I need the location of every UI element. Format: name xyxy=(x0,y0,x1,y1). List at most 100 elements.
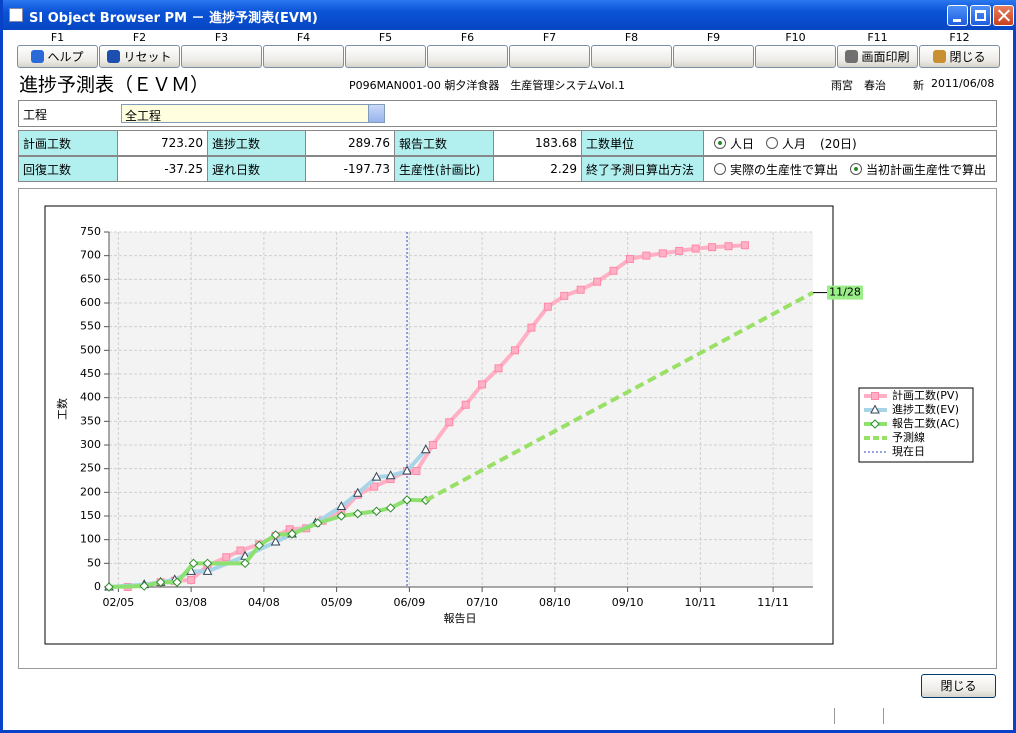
marker xyxy=(236,546,245,555)
radio-button[interactable] xyxy=(850,163,863,175)
title-bar: SI Object Browser PM － 進捗予測表(EVM) xyxy=(3,0,1016,30)
dropdown-arrow[interactable] xyxy=(368,105,384,122)
x-tick-label: 08/10 xyxy=(539,596,571,609)
x-tick-label: 10/11 xyxy=(685,596,717,609)
user-name: 雨宮 春治 xyxy=(831,79,886,92)
status-separator xyxy=(834,708,835,724)
marker xyxy=(576,285,585,294)
legend-marker xyxy=(870,404,880,414)
dropdown-value: 全工程 xyxy=(125,109,162,123)
legend-label: 現在日 xyxy=(892,445,925,458)
y-tick-label: 400 xyxy=(80,391,101,404)
marker xyxy=(371,506,382,516)
marker xyxy=(187,575,196,584)
date: 2011/06/08 xyxy=(931,77,995,90)
marker xyxy=(740,241,749,250)
radio-button[interactable] xyxy=(766,137,779,149)
marker xyxy=(724,242,733,251)
marker xyxy=(510,346,519,355)
function-key-button[interactable] xyxy=(755,45,836,68)
stat-value: 183.68 xyxy=(493,130,582,156)
function-key-button[interactable]: 画面印刷 xyxy=(837,45,918,68)
function-key-label: F9 xyxy=(706,31,721,44)
legend-label: 報告工数(AC) xyxy=(892,417,960,430)
y-tick-label: 350 xyxy=(80,414,101,427)
series-line xyxy=(424,290,814,503)
marker xyxy=(385,503,396,513)
marker xyxy=(270,536,281,546)
marker xyxy=(708,243,717,252)
marker xyxy=(139,581,149,591)
marker xyxy=(494,364,503,373)
function-key-button[interactable] xyxy=(591,45,672,68)
button-icon xyxy=(845,50,859,63)
function-key-label: F12 xyxy=(949,31,970,44)
radio-option[interactable]: 人日 xyxy=(708,135,754,152)
y-tick-label: 100 xyxy=(80,533,101,546)
marker xyxy=(527,323,536,332)
system-name: P096MAN001-00 朝夕洋食器 生産管理システムVol.1 xyxy=(349,79,625,92)
marker xyxy=(336,500,347,511)
legend-label: 進捗工数(EV) xyxy=(892,402,959,416)
y-tick-label: 200 xyxy=(80,485,101,498)
stat-label: 生産性(計画比) xyxy=(394,156,494,182)
radio-option[interactable]: 人月 xyxy=(760,135,806,152)
filter-row: 工程 全工程 xyxy=(18,100,997,127)
marker xyxy=(222,553,231,562)
function-key-button[interactable]: ヘルプ xyxy=(17,45,98,68)
radio-option[interactable]: 当初計画生産性で算出 xyxy=(844,161,986,178)
function-key-button[interactable] xyxy=(427,45,508,68)
y-tick-label: 250 xyxy=(80,462,101,475)
minimize-button[interactable] xyxy=(947,5,968,26)
end-label: 11/28 xyxy=(829,286,861,299)
marker xyxy=(412,467,421,476)
x-tick-label: 07/10 xyxy=(466,596,498,609)
stat-value: -197.73 xyxy=(305,156,395,182)
filter-label: 工程 xyxy=(23,108,48,122)
marker xyxy=(658,249,667,258)
function-key-button[interactable] xyxy=(509,45,590,68)
y-tick-label: 500 xyxy=(80,343,101,356)
marker xyxy=(104,582,114,592)
function-key-button[interactable] xyxy=(673,45,754,68)
radio-button[interactable] xyxy=(714,163,726,175)
stat-label: 報告工数 xyxy=(394,130,494,156)
radio-option[interactable]: 実際の生産性で算出 xyxy=(708,161,838,178)
stat-label: 計画工数 xyxy=(18,130,118,156)
option-label: 工数単位 xyxy=(581,130,704,156)
marker xyxy=(240,558,250,569)
process-dropdown[interactable]: 全工程 xyxy=(121,104,385,123)
app-icon xyxy=(9,8,23,22)
y-axis-label: 工数 xyxy=(56,398,69,420)
marker xyxy=(691,244,700,253)
y-tick-label: 700 xyxy=(80,249,101,262)
marker xyxy=(352,487,363,497)
function-key-button[interactable]: リセット xyxy=(99,45,180,68)
marker xyxy=(428,441,437,449)
maximize-button[interactable] xyxy=(970,5,991,26)
marker xyxy=(353,508,363,519)
x-tick-label: 02/05 xyxy=(103,596,135,609)
button-icon xyxy=(933,50,947,63)
radio-label: 人日 xyxy=(730,136,755,151)
option-group: 実際の生産性で算出 当初計画生産性で算出 xyxy=(703,156,997,182)
radio-button[interactable] xyxy=(714,137,726,149)
function-key-button[interactable] xyxy=(263,45,344,68)
close-button[interactable]: 閉じる xyxy=(921,674,996,698)
function-key-button[interactable] xyxy=(345,45,426,68)
function-key-button[interactable] xyxy=(181,45,262,68)
stat-value: 723.20 xyxy=(117,130,208,156)
marker xyxy=(402,495,412,505)
close-window-button[interactable] xyxy=(993,5,1014,26)
x-tick-label: 09/10 xyxy=(612,596,644,609)
button-label: 閉じる xyxy=(949,50,986,64)
stat-label: 進捗工数 xyxy=(207,130,306,156)
window-title: SI Object Browser PM － 進捗予測表(EVM) xyxy=(29,11,318,26)
function-key-button[interactable]: 閉じる xyxy=(919,45,1000,68)
radio-label: 人月 xyxy=(782,136,807,151)
x-tick-label: 03/08 xyxy=(175,596,207,609)
chart-panel: 0 50 100 150 200 250 300 350 400 450 500 550 600 650 7… xyxy=(18,188,997,669)
stat-value: 2.29 xyxy=(493,156,582,182)
